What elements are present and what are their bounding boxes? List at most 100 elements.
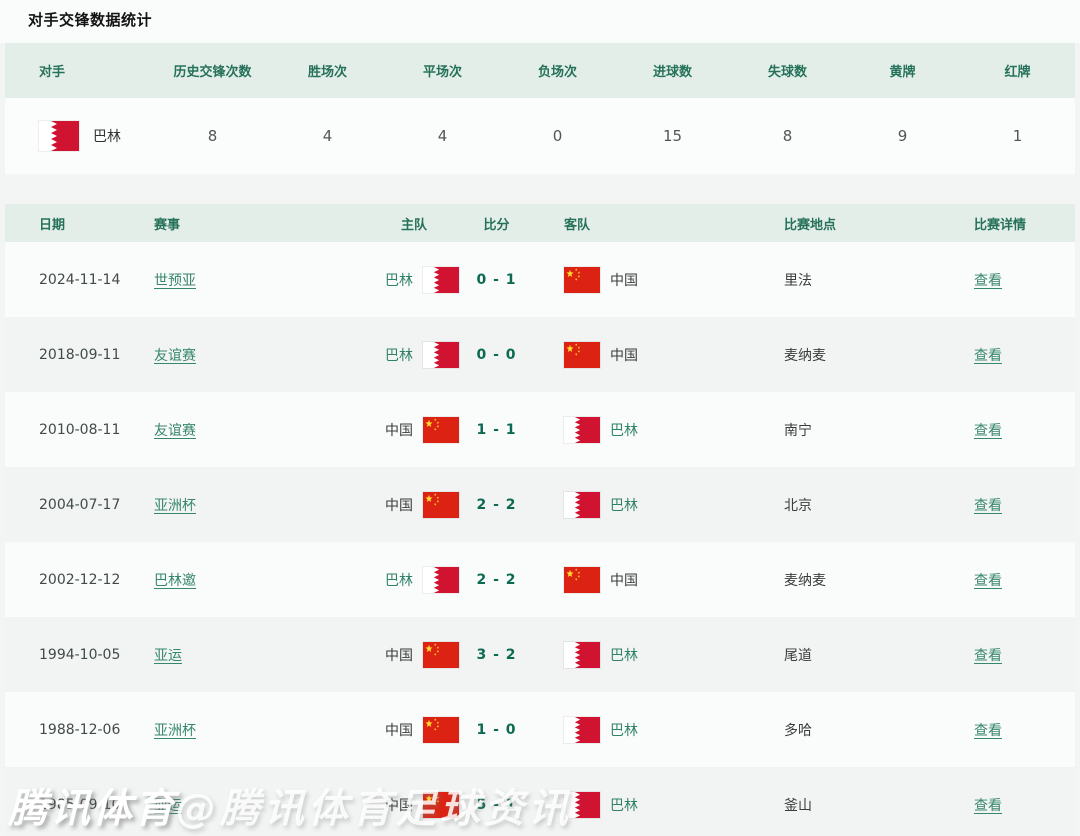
match-score: 2 - 2 [476, 571, 517, 588]
opponent-cell: 巴林 [5, 121, 155, 151]
bahrain-flag-icon [564, 641, 600, 668]
view-detail-link[interactable]: 查看 [974, 647, 1002, 664]
china-flag-icon [423, 416, 459, 443]
away-team-name[interactable]: 中国 [610, 272, 638, 289]
china-flag-icon [564, 341, 600, 368]
match-venue: 北京 [784, 497, 812, 514]
header-home-team: 主队 [400, 217, 427, 233]
section-gap [0, 174, 1080, 204]
header-away-team: 客队 [564, 217, 591, 233]
match-row: 2002-12-12 巴林邀 巴林 2 - 2 中国 麦纳麦 查看 [5, 542, 1075, 617]
away-team-name[interactable]: 中国 [610, 347, 638, 364]
header-goals-against: 失球数 [767, 65, 807, 80]
home-team-name[interactable]: 中国 [385, 647, 413, 664]
header-goals-for: 进球数 [652, 65, 692, 80]
match-date: 2002-12-12 [39, 571, 121, 588]
view-detail-link[interactable]: 查看 [974, 797, 1002, 814]
total-matches-value: 8 [207, 127, 218, 145]
view-detail-link[interactable]: 查看 [974, 347, 1002, 364]
match-score: 5 - 1 [476, 796, 517, 813]
china-flag-icon [423, 716, 459, 743]
home-team-cell: 巴林 [369, 341, 459, 368]
bahrain-flag-icon [564, 416, 600, 443]
home-team-name[interactable]: 中国 [385, 722, 413, 739]
matches-body: 2024-11-14 世预亚 巴林 0 - 1 中国 里法 查看 2018-09… [5, 242, 1075, 836]
goals-against-value: 8 [782, 127, 793, 145]
competition-link[interactable]: 亚洲杯 [154, 497, 196, 514]
page-header: 对手交锋数据统计 [0, 0, 1080, 43]
wins-value: 4 [322, 127, 333, 145]
competition-link[interactable]: 亚运 [154, 647, 182, 664]
match-score: 1 - 1 [476, 421, 517, 438]
away-team-name[interactable]: 巴林 [610, 647, 638, 664]
home-team-name[interactable]: 中国 [385, 797, 413, 814]
away-team-name[interactable]: 巴林 [610, 797, 638, 814]
header-competition: 赛事 [154, 217, 181, 233]
match-date: 2018-09-11 [39, 346, 121, 363]
bahrain-flag-icon [564, 491, 600, 518]
summary-table-header: 对手 历史交锋次数 胜场次 平场次 负场次 进球数 失球数 黄牌 红牌 [5, 43, 1075, 98]
view-detail-link[interactable]: 查看 [974, 572, 1002, 589]
home-team-name[interactable]: 巴林 [385, 347, 413, 364]
match-venue: 里法 [784, 272, 812, 289]
match-row: 2010-08-11 友谊赛 中国 1 - 1 巴林 南宁 查看 [5, 392, 1075, 467]
home-team-cell: 巴林 [369, 566, 459, 593]
away-team-name[interactable]: 巴林 [610, 722, 638, 739]
competition-link[interactable]: 巴林邀 [154, 572, 196, 589]
page-title: 对手交锋数据统计 [28, 11, 153, 29]
match-venue: 尾道 [784, 647, 812, 664]
view-detail-link[interactable]: 查看 [974, 722, 1002, 739]
header-score: 比分 [483, 217, 510, 233]
header-match-detail: 比赛详情 [974, 217, 1027, 233]
match-score: 3 - 2 [476, 646, 517, 663]
competition-link[interactable]: 亚洲杯 [154, 722, 196, 739]
home-team-name[interactable]: 中国 [385, 422, 413, 439]
match-venue: 南宁 [784, 422, 812, 439]
match-venue: 麦纳麦 [784, 572, 826, 589]
bahrain-flag-icon [423, 341, 459, 368]
bahrain-flag-icon [423, 266, 459, 293]
header-venue: 比赛地点 [784, 217, 837, 233]
match-row: 2018-09-11 友谊赛 巴林 0 - 0 中国 麦纳麦 查看 [5, 317, 1075, 392]
match-date: 1994-10-05 [39, 646, 121, 663]
view-detail-link[interactable]: 查看 [974, 497, 1002, 514]
matches-table: 日期 赛事 主队 比分 客队 比赛地点 比赛详情 2024-11-14 世预亚 … [5, 204, 1075, 836]
match-score: 2 - 2 [476, 496, 517, 513]
header-opponent: 对手 [39, 65, 66, 80]
home-team-name[interactable]: 中国 [385, 497, 413, 514]
home-team-cell: 巴林 [369, 266, 459, 293]
away-team-name[interactable]: 巴林 [610, 422, 638, 439]
match-score: 0 - 0 [476, 346, 517, 363]
header-wins: 胜场次 [307, 65, 347, 80]
home-team-cell: 中国 [369, 791, 459, 818]
china-flag-icon [564, 566, 600, 593]
home-team-name[interactable]: 巴林 [385, 572, 413, 589]
draws-value: 4 [437, 127, 448, 145]
competition-link[interactable]: 世预亚 [154, 272, 196, 289]
home-team-cell: 中国 [369, 641, 459, 668]
summary-table: 对手 历史交锋次数 胜场次 平场次 负场次 进球数 失球数 黄牌 红牌 巴林 8… [5, 43, 1075, 174]
away-team-cell: 巴林 [534, 416, 754, 443]
home-team-cell: 中国 [369, 491, 459, 518]
view-detail-link[interactable]: 查看 [974, 272, 1002, 289]
match-date: 1988-12-06 [39, 721, 121, 738]
header-losses: 负场次 [537, 65, 577, 80]
view-detail-link[interactable]: 查看 [974, 422, 1002, 439]
china-flag-icon [423, 491, 459, 518]
away-team-cell: 巴林 [534, 491, 754, 518]
summary-row-bahrain: 巴林 8 4 4 0 15 8 9 1 [5, 98, 1075, 174]
away-team-cell: 中国 [534, 266, 754, 293]
match-date: 2010-08-11 [39, 421, 121, 438]
china-flag-icon [423, 641, 459, 668]
away-team-name[interactable]: 巴林 [610, 497, 638, 514]
competition-link[interactable]: 亚运 [154, 797, 182, 814]
home-team-name[interactable]: 巴林 [385, 272, 413, 289]
competition-link[interactable]: 友谊赛 [154, 347, 196, 364]
home-team-cell: 中国 [369, 416, 459, 443]
match-row: 2004-07-17 亚洲杯 中国 2 - 2 巴林 北京 查看 [5, 467, 1075, 542]
match-venue: 多哈 [784, 722, 812, 739]
competition-link[interactable]: 友谊赛 [154, 422, 196, 439]
away-team-name[interactable]: 中国 [610, 572, 638, 589]
match-row: 1994-10-05 亚运 中国 3 - 2 巴林 尾道 查看 [5, 617, 1075, 692]
header-red-cards: 红牌 [1004, 65, 1031, 80]
